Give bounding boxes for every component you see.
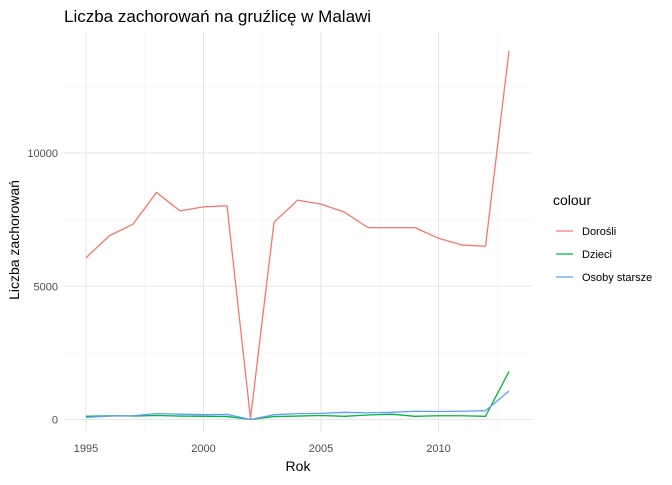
chart-title: Liczba zachorowań na gruźlicę w Malawi bbox=[64, 7, 371, 26]
grid-layer bbox=[64, 32, 532, 432]
legend-items: Dorośli Dzieci Osoby starsze bbox=[556, 226, 652, 284]
x-axis-title: Rok bbox=[286, 458, 312, 474]
legend-label: Dzieci bbox=[582, 249, 612, 261]
x-tick-label: 2005 bbox=[309, 443, 333, 455]
y-tick-label: 10000 bbox=[27, 148, 58, 160]
legend-item: Dorośli bbox=[556, 226, 616, 238]
y-tick-label: 0 bbox=[52, 415, 58, 427]
legend-label: Dorośli bbox=[582, 226, 616, 238]
series-line-dorośli bbox=[85, 50, 510, 420]
x-tick-label: 2010 bbox=[426, 443, 450, 455]
legend: colour Dorośli Dzieci Osoby starsze bbox=[553, 192, 652, 284]
legend-item: Osoby starsze bbox=[556, 272, 652, 284]
y-axis-title: Liczba zachorowań bbox=[6, 180, 22, 300]
y-tick-label: 5000 bbox=[34, 281, 58, 293]
series-line-osoby-starsze bbox=[85, 390, 510, 421]
x-tick-label: 2000 bbox=[191, 443, 215, 455]
series-layer bbox=[85, 50, 510, 421]
legend-title: colour bbox=[553, 192, 591, 208]
series-line-dzieci bbox=[85, 371, 510, 421]
legend-label: Osoby starsze bbox=[582, 272, 652, 284]
x-tick-label: 1995 bbox=[74, 443, 98, 455]
axis-layer: 1995 2000 2005 2010 0 5000 10000 bbox=[27, 148, 450, 455]
legend-item: Dzieci bbox=[556, 249, 612, 261]
